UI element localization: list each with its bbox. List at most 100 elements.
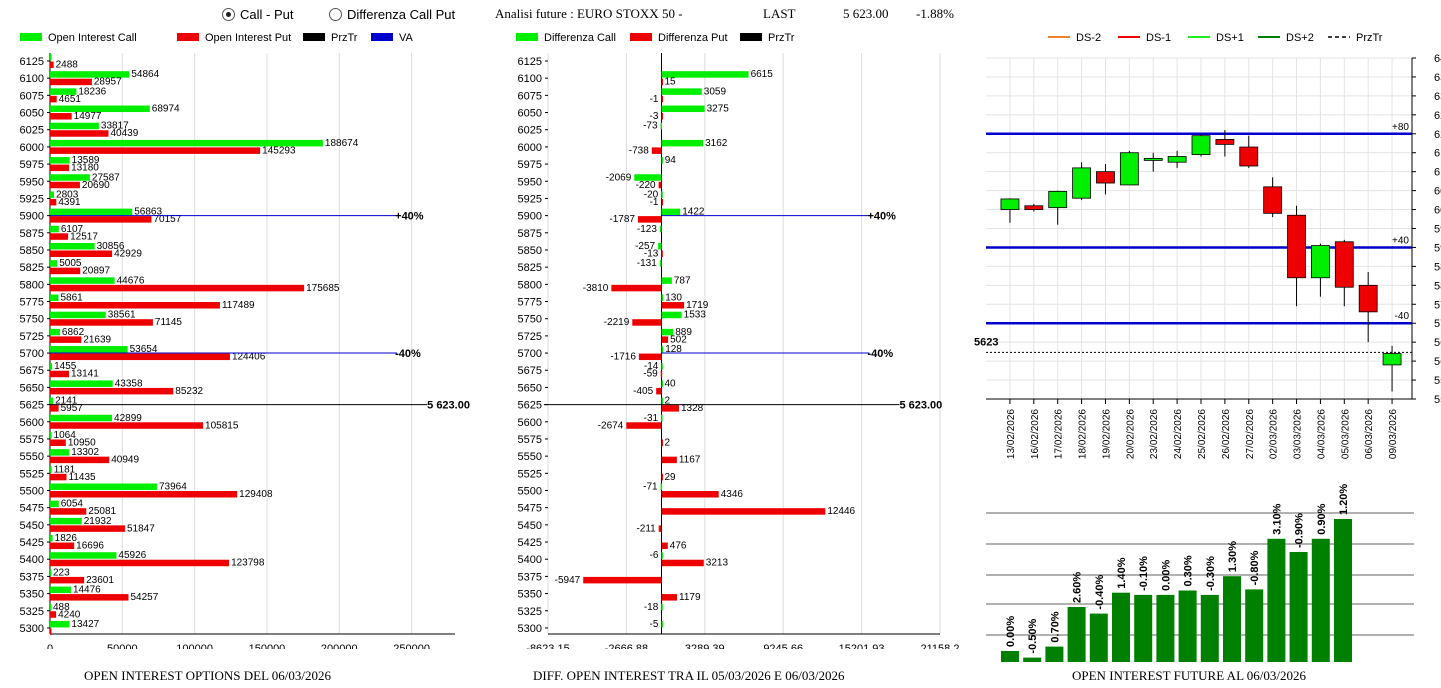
put-bar [656, 387, 662, 395]
future-oi-label: 0.00% [1160, 559, 1172, 590]
candle-body [1167, 156, 1187, 163]
strike-label: 6100 [518, 73, 542, 85]
candle-body [1048, 190, 1068, 209]
radio-selected-icon [222, 8, 235, 21]
va-label: -40% [395, 348, 421, 360]
future-oi-label: -0.50% [1027, 619, 1039, 654]
strike-label: 5450 [20, 520, 44, 532]
bar-value-label: 145293 [262, 145, 296, 156]
legend-swatch [516, 33, 538, 41]
strike-label: 5525 [518, 468, 542, 480]
put-bar [50, 439, 66, 446]
put-bar [50, 95, 57, 103]
chart2-title: DIFF. OPEN INTEREST TRA IL 05/03/2026 E … [533, 668, 845, 683]
radio-call-put[interactable]: Call - Put [222, 7, 293, 22]
radio-unselected-icon [329, 8, 342, 21]
strike-label: 5900 [518, 211, 542, 223]
x-tick-label: 19/02/2026 [1101, 409, 1112, 459]
call-bar [50, 71, 130, 78]
x-tick-label: 50000 [107, 643, 138, 649]
bar-value-label: 40949 [111, 455, 139, 466]
call-bar [50, 311, 106, 319]
put-bar [661, 113, 663, 120]
strike-label: 5550 [20, 451, 44, 463]
bar-value-label: 43358 [115, 378, 143, 389]
bar-value-label: -5947 [555, 575, 581, 586]
strike-label: 5475 [518, 503, 542, 515]
y-tick-label: 6100 [1434, 167, 1441, 179]
put-bar [50, 147, 261, 154]
strike-label: 6125 [20, 56, 44, 68]
y-tick-label: 6000 [1434, 205, 1441, 217]
bar-value-label: 15 [665, 77, 677, 88]
bar-value-label: 1064 [54, 430, 77, 441]
put-bar [50, 181, 80, 189]
call-bar [659, 225, 662, 233]
bar-value-label: 129408 [239, 489, 273, 500]
strike-label: 5350 [20, 589, 44, 601]
strike-label: 5625 [20, 400, 44, 412]
strike-label: 5400 [518, 554, 542, 566]
call-bar [50, 139, 323, 147]
legend-label: PrzTr [768, 32, 795, 44]
bar-value-label: -5 [650, 619, 659, 630]
put-bar [583, 576, 662, 584]
x-tick-label: 3289.39 [685, 643, 725, 649]
chart1-title: OPEN INTEREST OPTIONS DEL 06/03/2026 [84, 668, 331, 683]
put-bar [661, 439, 664, 446]
strike-label: 5950 [518, 176, 542, 188]
candlestick-chart: DS-2 DS-1 DS+1 DS+2 PrzTr 6400 6350 6300 6250 620… [974, 32, 1441, 459]
legend-label: Differenza Call [544, 32, 616, 44]
radio-differenza-label: Differenza Call Put [347, 7, 456, 22]
call-bar [50, 552, 117, 559]
future-oi-bar [1200, 594, 1219, 662]
put-bar [50, 542, 75, 550]
x-tick-label: 250000 [393, 643, 430, 649]
bar-value-label: 12446 [827, 506, 855, 517]
put-bar [661, 542, 668, 550]
strike-label: 5475 [20, 503, 44, 515]
bar-value-label: 23601 [86, 575, 114, 586]
put-bar [50, 611, 57, 618]
bar-value-label: 44676 [117, 275, 145, 286]
future-oi-bar [1112, 592, 1130, 662]
strike-label: 5575 [518, 434, 542, 446]
legend-label: DS-2 [1076, 32, 1101, 44]
put-bar [50, 405, 59, 412]
bar-value-label: -3810 [583, 283, 609, 294]
y-tick-label: 6400 [1434, 53, 1441, 65]
level-label: -40 [1395, 311, 1410, 322]
put-bar [50, 113, 72, 120]
x-tick-label: 03/03/2026 [1293, 409, 1304, 459]
x-tick-label: 26/02/2026 [1221, 409, 1232, 459]
bar-value-label: 30856 [97, 241, 125, 252]
put-bar [50, 525, 125, 532]
legend-label: DS+2 [1286, 32, 1314, 44]
bar-value-label: 2 [665, 437, 671, 448]
future-oi-label: -0.40% [1094, 575, 1106, 610]
future-oi-label: 0.70% [1049, 611, 1061, 642]
radio-differenza[interactable]: Differenza Call Put [329, 7, 455, 22]
strike-label: 5500 [518, 486, 542, 498]
call-bar [661, 311, 682, 319]
bar-value-label: 223 [53, 567, 70, 578]
strike-label: 6100 [20, 73, 44, 85]
x-tick-label: -8623.15 [526, 643, 569, 649]
bar-value-label: 2 [665, 396, 671, 407]
bar-value-label: 1179 [679, 592, 701, 603]
x-tick-label: 23/02/2026 [1149, 409, 1160, 459]
bar-value-label: 123798 [231, 558, 265, 569]
candle-body [1382, 353, 1402, 366]
x-tick-label: 150000 [249, 643, 286, 649]
y-tick-label: 5800 [1434, 280, 1441, 292]
bar-value-label: -211 [636, 523, 656, 534]
put-bar [50, 594, 129, 601]
bar-value-label: 3162 [705, 138, 728, 149]
call-bar [50, 328, 60, 336]
put-bar [50, 198, 57, 206]
bar-value-label: 25081 [88, 506, 116, 517]
bar-value-label: 13180 [71, 163, 99, 174]
bar-value-label: -1 [650, 94, 659, 105]
bar-value-label: 13589 [72, 155, 100, 166]
strike-label: 5600 [518, 417, 542, 429]
